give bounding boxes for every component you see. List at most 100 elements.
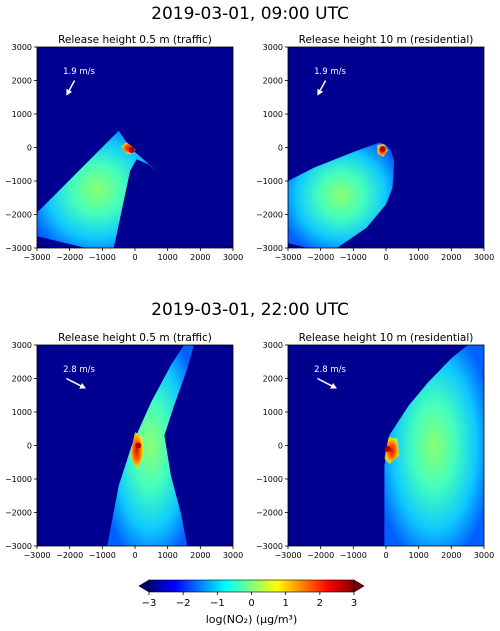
x-tick-label: −2000 [56, 551, 83, 560]
source-point [135, 442, 142, 449]
y-tick-label: 3000 [12, 43, 32, 52]
wind-arrow-shaft [68, 80, 76, 91]
colorbar-min-extension [138, 579, 150, 593]
plume-peak [130, 432, 144, 469]
plume-area [384, 345, 484, 546]
x-tick-label: 3000 [474, 253, 494, 262]
x-tick-label: 2000 [441, 551, 461, 560]
y-tick-label: −2000 [256, 509, 283, 518]
wind-arrow-head [79, 382, 86, 389]
source-point [384, 445, 391, 452]
panel-title: Release height 0.5 m (traffic) [58, 332, 212, 344]
x-tick-label: 0 [383, 253, 388, 262]
x-tick-label: 1000 [408, 253, 428, 262]
plume-field [384, 345, 484, 546]
x-tick-label: 3000 [474, 551, 494, 560]
x-tick-label: −1000 [340, 253, 367, 262]
colorbar-tick-label: −1 [210, 598, 225, 609]
y-tick-label: −2000 [256, 211, 283, 220]
wind-arrow-shaft [66, 377, 82, 387]
colorbar-tick-label: 3 [351, 598, 357, 609]
colorbar-tick-label: −2 [176, 598, 191, 609]
x-tick-label: −1000 [89, 551, 116, 560]
panels: Release height 0.5 m (traffic) −3000 −2000… [5, 34, 494, 560]
x-tick-label: −1000 [340, 551, 367, 560]
panel-3: Release height 0.5 m (traffic) −3000 −2000… [5, 332, 243, 560]
x-tick-label: 2000 [190, 551, 210, 560]
x-tick-label: 0 [132, 253, 137, 262]
x-tick-label: −3000 [23, 551, 50, 560]
y-tick-label: 3000 [263, 43, 283, 52]
y-tick-label: −3000 [256, 542, 283, 551]
x-tick-label: 3000 [223, 551, 243, 560]
y-tick-label: −2000 [5, 509, 32, 518]
y-tick-label: 2000 [263, 375, 283, 384]
x-tick-label: −3000 [274, 253, 301, 262]
colorbar-label: log(NO₂) (µg/m³) [206, 613, 298, 626]
y-tick-label: 0 [27, 442, 32, 451]
wind-arrow-head [330, 382, 337, 389]
panel-title: Release height 10 m (residential) [299, 332, 474, 344]
x-tick-label: 1000 [157, 253, 177, 262]
colorbar-tick-label: −3 [142, 598, 157, 609]
wind-speed-label: 1.9 m/s [63, 67, 95, 77]
y-tick-label: 2000 [263, 77, 283, 86]
plume-field [37, 130, 158, 248]
source-point [379, 146, 386, 153]
x-tick-label: 3000 [223, 253, 243, 262]
y-tick-label: −1000 [5, 475, 32, 484]
row-title-bottom: 2019-03-01, 22:00 UTC [151, 300, 349, 320]
wind-speed-label: 2.8 m/s [314, 365, 346, 375]
x-tick-label: −2000 [56, 253, 83, 262]
y-tick-label: 3000 [12, 341, 32, 350]
colorbar-tick-label: 2 [317, 598, 323, 609]
x-tick-label: −3000 [274, 551, 301, 560]
y-tick-label: 0 [27, 144, 32, 153]
colorbar-tick-label: 0 [248, 598, 254, 609]
y-tick-label: 0 [278, 442, 283, 451]
plume-field [288, 142, 395, 248]
panel-title: Release height 10 m (residential) [299, 34, 474, 46]
wind-arrow-shaft [319, 80, 327, 91]
y-tick-label: 3000 [263, 341, 283, 350]
x-tick-label: 0 [132, 551, 137, 560]
panel-4: Release height 10 m (residential) −3000 −2… [256, 332, 494, 560]
plume-field [107, 345, 194, 546]
panel-title: Release height 0.5 m (traffic) [58, 34, 212, 46]
y-tick-label: 1000 [263, 408, 283, 417]
source-point [128, 147, 135, 154]
wind-arrow-head [317, 88, 324, 96]
y-tick-label: −3000 [256, 244, 283, 253]
x-tick-label: 0 [383, 551, 388, 560]
y-tick-label: −2000 [5, 211, 32, 220]
y-tick-label: −1000 [256, 177, 283, 186]
y-tick-label: −1000 [256, 475, 283, 484]
y-tick-label: 2000 [12, 77, 32, 86]
colorbar-body [149, 580, 354, 592]
x-tick-label: −2000 [307, 551, 334, 560]
wind-speed-label: 2.8 m/s [63, 365, 95, 375]
x-tick-label: 2000 [441, 253, 461, 262]
x-tick-label: 2000 [190, 253, 210, 262]
x-tick-label: −2000 [307, 253, 334, 262]
wind-speed-label: 1.9 m/s [314, 67, 346, 77]
colorbar: −3 −2 −1 0 1 2 3 log(NO₂) (µg/m³) [138, 579, 365, 626]
y-tick-label: 1000 [263, 110, 283, 119]
panel-2: Release height 10 m (residential) −3000 −2… [256, 34, 494, 262]
y-tick-label: 2000 [12, 375, 32, 384]
wind-arrow-shaft [317, 377, 333, 387]
x-tick-label: −3000 [23, 253, 50, 262]
y-tick-label: 0 [278, 144, 283, 153]
plume-peak [384, 437, 400, 464]
colorbar-tick-label: 1 [282, 598, 288, 609]
plume-area [107, 345, 194, 546]
wind-arrow-head [66, 88, 73, 96]
y-tick-label: 1000 [12, 110, 32, 119]
y-tick-label: 1000 [12, 408, 32, 417]
colorbar-max-extension [353, 579, 365, 593]
x-tick-label: 1000 [157, 551, 177, 560]
plume-area [37, 130, 158, 248]
plume-area [288, 142, 395, 248]
y-tick-label: −3000 [5, 244, 32, 253]
